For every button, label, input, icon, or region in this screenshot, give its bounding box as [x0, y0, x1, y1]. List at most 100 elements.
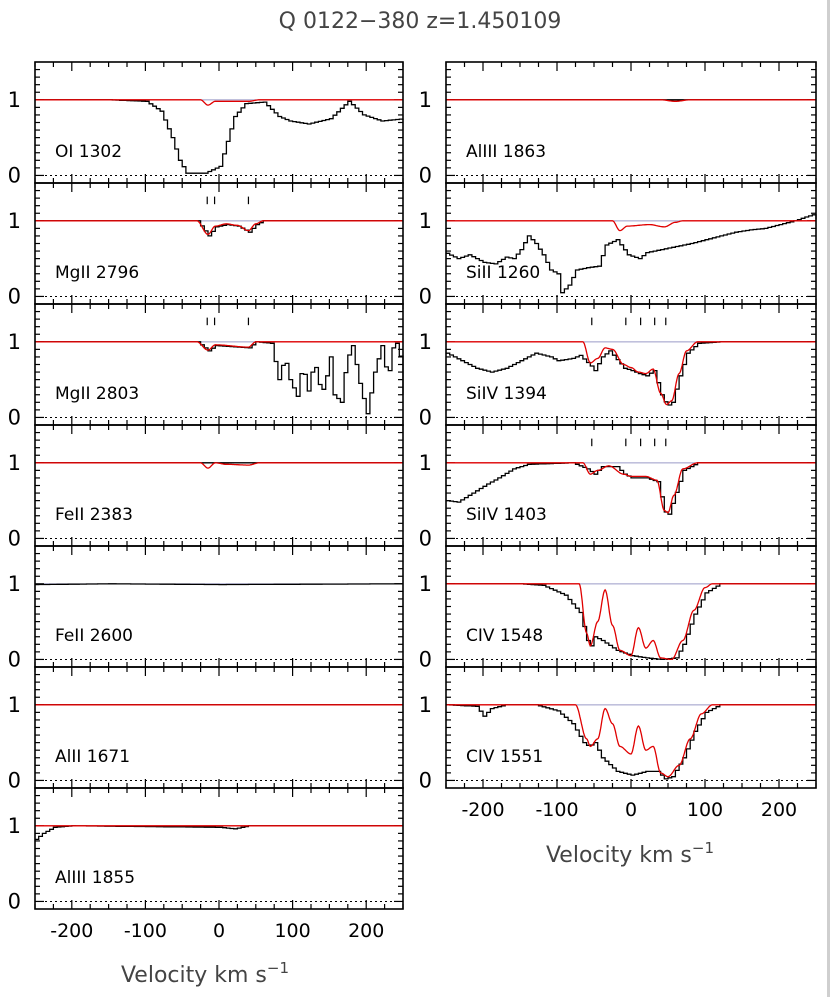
panel-frame	[34, 182, 404, 305]
chart-title: Q 0122−380 z=1.450109	[279, 9, 562, 34]
y-tick-label: 1	[8, 88, 21, 112]
ion-label: CIV 1551	[466, 747, 543, 767]
x-tick-label: -100	[535, 799, 578, 821]
y-tick-label: 1	[8, 572, 21, 596]
y-tick-label: 0	[8, 768, 21, 792]
ion-label: AlII 1671	[55, 747, 130, 767]
y-tick-label: 0	[419, 526, 432, 550]
spectrum-data	[35, 99, 404, 174]
panel-frame	[445, 182, 817, 305]
x-tick-label: 200	[761, 799, 797, 821]
model-fit	[446, 220, 816, 232]
y-tick-label: 1	[419, 693, 432, 717]
spectrum-data	[446, 583, 816, 661]
ion-label: MgII 2796	[55, 263, 139, 283]
x-tick-label: 0	[625, 799, 637, 821]
ion-label: AlIII 1863	[466, 142, 546, 162]
panel-frame	[34, 424, 404, 547]
y-tick-label: 1	[8, 209, 21, 233]
panel-siiv-1394: 0 1 SiIV 1394	[419, 303, 817, 429]
spectrum-data	[446, 214, 817, 294]
spectrum-data	[35, 220, 403, 237]
y-tick-label: 0	[419, 284, 432, 308]
panel-mgii-2796: 0 1 MgII 2796	[8, 182, 404, 308]
x-axis-label-superscript: −1	[267, 959, 289, 977]
ion-label: OI 1302	[55, 142, 122, 162]
y-tick-label: 0	[8, 405, 21, 429]
ion-label: CIV 1548	[466, 626, 543, 646]
x-axis-label-left: Velocity km s−1	[121, 959, 289, 988]
panel-frame	[445, 545, 817, 668]
ion-label: SiIV 1394	[466, 384, 547, 404]
model-fit	[446, 704, 816, 778]
y-tick-label: 0	[8, 647, 21, 671]
panel-frame	[445, 303, 817, 426]
x-tick-label: 100	[274, 920, 310, 942]
ion-label: FeII 2383	[55, 505, 133, 525]
x-tick-label: 200	[348, 920, 384, 942]
model-fit	[35, 99, 403, 106]
model-fit	[446, 99, 816, 102]
x-axis-label-text: Velocity km s	[546, 843, 692, 868]
ion-label: SiII 1260	[466, 263, 540, 283]
panel-frame	[445, 61, 817, 184]
model-fit	[35, 341, 403, 351]
x-axis-label-superscript: −1	[692, 839, 714, 857]
panel-aliii-1855: 0 1 AlIII 1855 -200 -100 0 100 200	[8, 787, 404, 942]
panel-aliii-1863: 0 1 AlIII 1863	[419, 61, 817, 187]
model-fit	[446, 341, 816, 406]
ion-label: FeII 2600	[55, 626, 133, 646]
x-tick-label: -100	[124, 920, 167, 942]
x-tick-label: -200	[461, 799, 504, 821]
panel-oi-1302: 0 1 OI 1302	[8, 61, 404, 187]
ion-label: MgII 2803	[55, 384, 139, 404]
model-fit	[35, 462, 403, 469]
model-fit	[35, 220, 403, 236]
spectrum-data	[35, 825, 403, 841]
y-tick-label: 1	[419, 330, 432, 354]
y-tick-label: 1	[8, 330, 21, 354]
panel-feii-2383: 0 1 FeII 2383	[8, 424, 404, 550]
spectrum-data	[35, 583, 403, 586]
y-tick-label: 1	[8, 814, 21, 838]
y-tick-label: 0	[419, 768, 432, 792]
panel-feii-2600: 0 1 FeII 2600	[8, 545, 404, 671]
x-tick-label: 100	[687, 799, 723, 821]
panel-frame	[34, 787, 404, 910]
y-tick-label: 0	[8, 889, 21, 913]
y-tick-label: 0	[8, 526, 21, 550]
panel-frame	[445, 424, 817, 547]
ion-label: SiIV 1403	[466, 505, 547, 525]
panel-frame	[34, 666, 404, 789]
window-edge	[827, 0, 830, 997]
y-tick-label: 0	[419, 163, 432, 187]
panel-alii-1671: 0 1 AlII 1671	[8, 666, 404, 792]
x-tick-label: -200	[50, 920, 93, 942]
panel-frame	[34, 545, 404, 668]
panel-siiv-1403: 0 1 SiIV 1403	[419, 424, 817, 550]
y-tick-label: 1	[8, 451, 21, 475]
y-tick-label: 0	[419, 647, 432, 671]
y-tick-label: 1	[419, 209, 432, 233]
panel-frame	[34, 61, 404, 184]
x-axis-label-right: Velocity km s−1	[546, 839, 714, 868]
y-tick-label: 1	[419, 88, 432, 112]
panel-siii-1260: 0 1 SiII 1260	[419, 182, 817, 308]
y-tick-label: 1	[419, 572, 432, 596]
model-fit	[446, 583, 816, 661]
model-fit	[446, 462, 816, 514]
x-axis-label-text: Velocity km s	[121, 963, 267, 988]
y-tick-label: 1	[419, 451, 432, 475]
y-tick-label: 0	[8, 284, 21, 308]
y-tick-label: 0	[8, 163, 21, 187]
spectrum-data	[446, 704, 816, 780]
panel-group: 0 1 OI 1302 0 1 MgII 2796 0 1 MgII 2803 0 1 FeII 23…	[8, 61, 817, 942]
ion-label: AlIII 1855	[55, 868, 135, 888]
panel-civ-1551: 0 1 CIV 1551 -200 -100 0 100 200	[419, 666, 817, 821]
x-tick-label: 0	[213, 920, 225, 942]
panel-mgii-2803: 0 1 MgII 2803	[8, 303, 404, 429]
y-tick-label: 0	[419, 405, 432, 429]
panel-frame	[445, 666, 817, 789]
